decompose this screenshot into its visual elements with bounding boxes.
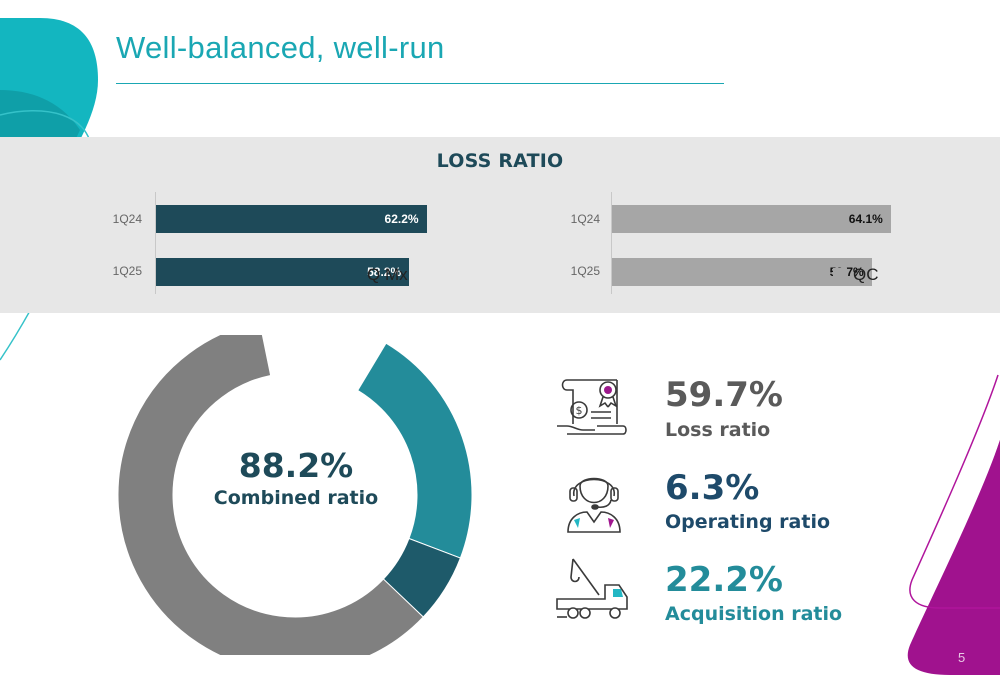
qc-value-1q24: 64.1%	[848, 212, 883, 226]
combined-ratio-label: Combined ratio	[213, 487, 379, 509]
qmx-legend-label: Q Mx	[367, 265, 408, 284]
qc-category-1q25: 1Q25	[570, 264, 600, 278]
qmx-legend: Q Mx	[347, 265, 408, 285]
qc-bar-1q24	[612, 205, 891, 233]
acquisition-ratio-value: 22.2%	[665, 560, 783, 600]
decorative-right-shape	[907, 374, 1000, 675]
title-underline	[116, 83, 724, 84]
combined-ratio-value: 88.2%	[238, 446, 354, 485]
qmx-category-1q25: 1Q25	[112, 264, 142, 278]
slide-title: Well-balanced, well-run	[116, 30, 445, 65]
qc-legend: QC	[833, 265, 879, 285]
qc-category-1q24: 1Q24	[570, 212, 600, 226]
page-number: 5	[958, 650, 966, 665]
acquisition-ratio-label: Acquisition ratio	[665, 603, 843, 625]
operating-ratio-label: Operating ratio	[665, 511, 831, 533]
call-center-agent-icon	[560, 462, 628, 534]
combined-ratio-donut	[118, 335, 473, 655]
loss-ratio-value: 59.7%	[665, 375, 783, 415]
loss-ratio-label: Loss ratio	[665, 419, 771, 441]
qmx-axis	[155, 192, 156, 294]
qc-axis	[611, 192, 612, 294]
donut-slice-loss-ratio	[118, 335, 424, 655]
policy-money-icon: $	[553, 372, 631, 442]
loss-ratio-title: LOSS RATIO	[436, 150, 564, 172]
qmx-bar-1q25	[156, 258, 410, 286]
svg-text:$: $	[576, 404, 583, 417]
qmx-bar-1q24	[156, 205, 427, 233]
qmx-value-1q25: 58.2%	[367, 265, 402, 279]
operating-ratio-value: 6.3%	[665, 468, 760, 508]
qc-bar-1q25	[612, 258, 872, 286]
qmx-value-1q24: 62.2%	[384, 212, 419, 226]
tow-truck-icon	[553, 555, 633, 623]
qmx-legend-swatch	[347, 268, 361, 282]
qc-legend-label: QC	[853, 265, 879, 284]
qmx-category-1q24: 1Q24	[112, 212, 142, 226]
qc-legend-swatch	[833, 268, 847, 282]
